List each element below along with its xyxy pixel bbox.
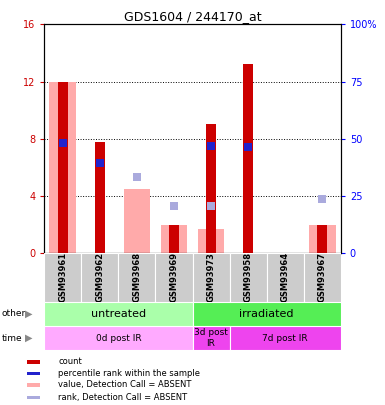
Bar [27, 360, 40, 364]
Bar [44, 253, 81, 302]
Bar [192, 302, 341, 326]
Text: time: time [2, 334, 23, 343]
Bar [244, 143, 252, 151]
Bar [44, 326, 192, 350]
Bar [229, 326, 341, 350]
Bar [133, 173, 141, 181]
Text: GSM93964: GSM93964 [281, 252, 290, 303]
Bar [169, 224, 179, 253]
Text: GSM93958: GSM93958 [244, 252, 253, 303]
Bar [27, 372, 40, 375]
Bar [81, 253, 119, 302]
Bar [207, 142, 215, 150]
Bar [229, 253, 266, 302]
Text: untreated: untreated [91, 309, 146, 319]
Text: ▶: ▶ [25, 333, 32, 343]
Bar [27, 383, 40, 387]
Text: count: count [58, 357, 82, 367]
Title: GDS1604 / 244170_at: GDS1604 / 244170_at [124, 10, 261, 23]
Bar [49, 81, 76, 253]
Bar [267, 253, 304, 302]
Bar [206, 124, 216, 253]
Bar [96, 159, 104, 167]
Bar [27, 396, 40, 399]
Text: other: other [2, 309, 26, 318]
Bar [192, 253, 229, 302]
Text: percentile rank within the sample: percentile rank within the sample [58, 369, 200, 378]
Text: GSM93967: GSM93967 [318, 252, 327, 303]
Bar [119, 253, 156, 302]
Bar [44, 302, 192, 326]
Bar [156, 253, 192, 302]
Bar [161, 224, 187, 253]
Text: ▶: ▶ [25, 309, 32, 319]
Bar [198, 229, 224, 253]
Bar [304, 253, 341, 302]
Bar [170, 202, 178, 210]
Text: GSM93962: GSM93962 [95, 252, 104, 303]
Bar [309, 224, 336, 253]
Bar [207, 202, 215, 210]
Bar [124, 189, 150, 253]
Bar [59, 139, 67, 147]
Text: value, Detection Call = ABSENT: value, Detection Call = ABSENT [58, 380, 191, 390]
Text: rank, Detection Call = ABSENT: rank, Detection Call = ABSENT [58, 393, 187, 402]
Text: GSM93973: GSM93973 [206, 252, 216, 303]
Text: irradiated: irradiated [239, 309, 294, 319]
Text: 0d post IR: 0d post IR [95, 334, 141, 343]
Bar [58, 81, 68, 253]
Bar [95, 142, 105, 253]
Bar [192, 326, 229, 350]
Text: 3d post
IR: 3d post IR [194, 328, 228, 348]
Text: 7d post IR: 7d post IR [262, 334, 308, 343]
Text: GSM93961: GSM93961 [58, 252, 67, 303]
Bar [318, 195, 326, 203]
Text: GSM93969: GSM93969 [169, 252, 179, 303]
Bar [317, 224, 327, 253]
Text: GSM93968: GSM93968 [132, 252, 141, 303]
Bar [243, 64, 253, 253]
